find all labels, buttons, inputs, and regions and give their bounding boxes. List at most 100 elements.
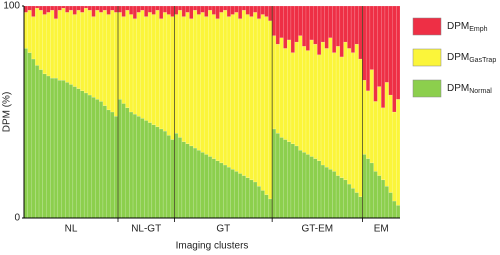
bar-segment: [241, 175, 247, 219]
bar-segment: [305, 5, 310, 51]
bar-segment: [332, 171, 337, 219]
bar-segment: [162, 130, 168, 219]
legend-name: DPM: [447, 21, 469, 32]
bar-segment: [343, 41, 348, 181]
bar-segment: [332, 52, 337, 172]
bar-segment: [65, 5, 70, 13]
bar-segment: [23, 12, 28, 49]
bar-segment: [87, 5, 92, 11]
bar-segment: [347, 48, 352, 185]
bar-segment: [147, 12, 153, 123]
bar-segment: [313, 5, 318, 45]
bar-segment: [121, 5, 126, 17]
bar-segment: [245, 5, 250, 15]
bar-segment: [253, 12, 258, 183]
bar-segment: [215, 160, 220, 219]
bar-segment: [35, 5, 40, 9]
bar-segment: [117, 12, 122, 100]
bar-segment: [121, 16, 126, 104]
bar-segment: [27, 52, 32, 219]
bar-segment: [211, 5, 216, 15]
bar-segment: [50, 77, 55, 219]
bar-segment: [50, 5, 55, 11]
bar-segment: [253, 181, 258, 219]
bar-segment: [76, 88, 81, 219]
bar-segment: [155, 10, 160, 128]
bar-segment: [80, 90, 85, 219]
bar-segment: [177, 137, 183, 219]
bar-segment: [335, 5, 341, 47]
bar-segment: [249, 179, 254, 219]
group-label: NL-GT: [131, 224, 161, 235]
bar-segment: [350, 188, 356, 219]
bar-segment: [219, 12, 224, 164]
bar-segment: [110, 10, 115, 113]
bar-segment: [365, 158, 371, 219]
bar-segment: [110, 111, 115, 219]
bar-segment: [215, 18, 220, 161]
bar-segment: [80, 5, 85, 13]
bar-segment: [144, 120, 149, 219]
bar-segment: [31, 58, 36, 219]
bar-segment: [313, 158, 318, 219]
bar-segment: [268, 5, 273, 22]
bar-segment: [57, 5, 62, 11]
bar-segment: [132, 5, 137, 19]
bar-segment: [313, 43, 318, 159]
bar-segment: [155, 126, 160, 219]
bar-segment: [241, 10, 247, 176]
bar-segment: [275, 43, 280, 134]
legend-subscript: Emph: [469, 26, 487, 33]
bar-segment: [42, 14, 47, 75]
bar-segment: [396, 5, 401, 100]
bar-segment: [234, 171, 239, 219]
bar-segment: [294, 145, 299, 219]
bar-segment: [260, 5, 265, 15]
bar-segment: [365, 90, 371, 159]
bar-segment: [27, 10, 32, 53]
bar-segment: [121, 103, 126, 219]
bar-segment: [174, 132, 179, 219]
bar-segment: [343, 5, 348, 43]
bar-segment: [177, 10, 183, 138]
bar-segment: [114, 116, 119, 219]
bar-segment: [362, 5, 367, 81]
bar-segment: [347, 5, 352, 49]
bar-segment: [358, 196, 363, 219]
bar-segment: [136, 5, 141, 13]
bar-segment: [166, 135, 171, 219]
bar-segment: [234, 5, 239, 13]
bar-segment: [76, 5, 81, 11]
bar-segment: [102, 5, 107, 11]
bar-segment: [189, 145, 194, 219]
legend-label: DPMGasTrap: [447, 52, 496, 64]
bar-segment: [87, 10, 92, 96]
group-label: EM: [374, 224, 389, 235]
bar-segment: [204, 154, 209, 219]
bar-segment: [185, 143, 190, 219]
bar-segment: [196, 5, 201, 15]
bar-segment: [294, 5, 299, 43]
bar-segment: [219, 5, 224, 13]
bar-segment: [106, 5, 111, 15]
bar-segment: [275, 132, 280, 219]
bar-segment: [159, 5, 164, 19]
bar-segment: [98, 12, 104, 102]
bar-segment: [189, 5, 194, 19]
bar-segment: [279, 137, 284, 219]
legend-swatch: [412, 17, 442, 36]
bar-segment: [369, 162, 374, 219]
bar-segment: [68, 84, 74, 219]
bar-segment: [335, 46, 341, 176]
bar-segment: [339, 5, 344, 58]
bar-segment: [396, 205, 401, 219]
bar-segment: [140, 118, 145, 219]
bar-segment: [358, 58, 363, 198]
group-label: NL: [65, 224, 78, 235]
bar-segment: [117, 99, 122, 219]
bar-segment: [230, 14, 235, 170]
bar-segment: [208, 10, 213, 157]
bar-segment: [279, 5, 284, 38]
bar-segment: [53, 5, 59, 19]
